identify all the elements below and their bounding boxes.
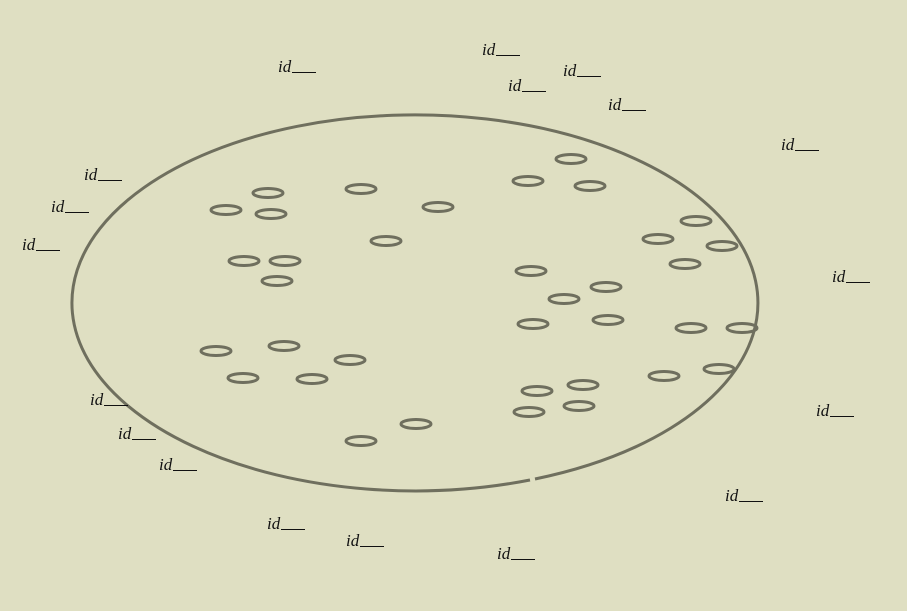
organelle-35: [399, 418, 433, 430]
answer-blank[interactable]: [622, 109, 647, 111]
organelle-4: [344, 183, 378, 195]
id-prefix: id: [608, 95, 622, 114]
answer-blank[interactable]: [739, 500, 764, 502]
id-label-3[interactable]: id: [508, 76, 547, 95]
id-prefix: id: [267, 514, 281, 533]
organelle-27: [226, 372, 260, 384]
organelle-22: [674, 322, 708, 334]
id-label-18[interactable]: id: [497, 544, 536, 563]
id-prefix: id: [781, 135, 795, 154]
organelle-23: [725, 322, 759, 334]
id-label-16[interactable]: id: [267, 514, 306, 533]
organelle-20: [516, 318, 550, 330]
id-prefix: id: [90, 390, 104, 409]
id-prefix: id: [482, 40, 496, 59]
organelle-10: [554, 153, 588, 165]
organelle-21: [591, 314, 625, 326]
organelle-13: [679, 215, 713, 227]
organelle-3: [254, 208, 288, 220]
answer-blank[interactable]: [496, 54, 521, 56]
organelle-26: [333, 354, 367, 366]
id-label-6[interactable]: id: [781, 135, 820, 154]
answer-blank[interactable]: [98, 179, 123, 181]
answer-blank[interactable]: [173, 469, 198, 471]
id-label-10[interactable]: id: [832, 267, 871, 286]
organelle-31: [566, 379, 600, 391]
id-prefix: id: [816, 401, 830, 420]
answer-blank[interactable]: [522, 90, 547, 92]
id-prefix: id: [118, 424, 132, 443]
organelle-8: [268, 255, 302, 267]
organelle-11: [511, 175, 545, 187]
answer-blank[interactable]: [36, 249, 61, 251]
id-label-1[interactable]: id: [278, 57, 317, 76]
id-label-7[interactable]: id: [84, 165, 123, 184]
organelle-group: [199, 153, 759, 447]
id-label-11[interactable]: id: [816, 401, 855, 420]
organelle-34: [512, 406, 546, 418]
organelle-18: [547, 293, 581, 305]
organelle-17: [514, 265, 548, 277]
id-prefix: id: [832, 267, 846, 286]
id-label-12[interactable]: id: [725, 486, 764, 505]
organelle-19: [589, 281, 623, 293]
id-prefix: id: [725, 486, 739, 505]
answer-blank[interactable]: [577, 75, 602, 77]
organelle-30: [702, 363, 736, 375]
organelle-1: [251, 187, 285, 199]
answer-blank[interactable]: [132, 438, 157, 440]
organelle-12: [573, 180, 607, 192]
id-prefix: id: [508, 76, 522, 95]
cell-outline: [70, 113, 760, 493]
organelle-25: [267, 340, 301, 352]
organelle-2: [209, 204, 243, 216]
id-prefix: id: [563, 61, 577, 80]
answer-blank[interactable]: [511, 558, 536, 560]
organelle-16: [668, 258, 702, 270]
id-label-2[interactable]: id: [482, 40, 521, 59]
organelle-33: [562, 400, 596, 412]
id-label-4[interactable]: id: [563, 61, 602, 80]
organelle-9: [260, 275, 294, 287]
organelle-15: [705, 240, 739, 252]
id-prefix: id: [278, 57, 292, 76]
id-prefix: id: [84, 165, 98, 184]
organelle-36: [344, 435, 378, 447]
answer-blank[interactable]: [795, 149, 820, 151]
id-label-9[interactable]: id: [22, 235, 61, 254]
organelle-6: [369, 235, 403, 247]
id-label-14[interactable]: id: [118, 424, 157, 443]
answer-blank[interactable]: [830, 415, 855, 417]
answer-blank[interactable]: [360, 545, 385, 547]
id-prefix: id: [159, 455, 173, 474]
organelle-29: [647, 370, 681, 382]
answer-blank[interactable]: [846, 281, 871, 283]
organelle-7: [227, 255, 261, 267]
organelle-5: [421, 201, 455, 213]
answer-blank[interactable]: [104, 404, 129, 406]
id-prefix: id: [22, 235, 36, 254]
answer-blank[interactable]: [292, 71, 317, 73]
organelle-24: [199, 345, 233, 357]
answer-blank[interactable]: [65, 211, 90, 213]
id-prefix: id: [497, 544, 511, 563]
id-prefix: id: [346, 531, 360, 550]
id-prefix: id: [51, 197, 65, 216]
id-label-17[interactable]: id: [346, 531, 385, 550]
organelle-28: [295, 373, 329, 385]
id-label-5[interactable]: id: [608, 95, 647, 114]
id-label-15[interactable]: id: [159, 455, 198, 474]
answer-blank[interactable]: [281, 528, 306, 530]
id-label-13[interactable]: id: [90, 390, 129, 409]
organelle-32: [520, 385, 554, 397]
organelle-14: [641, 233, 675, 245]
id-label-8[interactable]: id: [51, 197, 90, 216]
